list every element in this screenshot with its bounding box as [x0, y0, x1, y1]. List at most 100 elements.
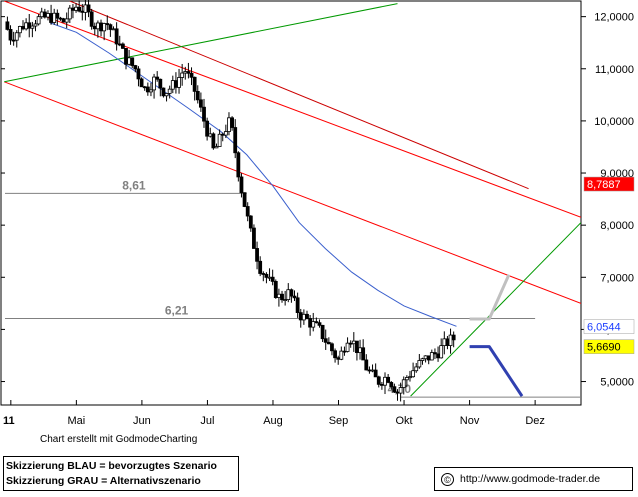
price-tag-label: 5,6690	[587, 342, 621, 354]
source-link[interactable]: © http://www.godmode-trader.de	[434, 467, 633, 491]
candle-body	[248, 215, 253, 229]
trendline-support-late	[410, 222, 581, 397]
candle-body	[448, 334, 453, 346]
candle-body	[330, 343, 334, 352]
candle-body	[158, 78, 163, 89]
trendline-channel-inner	[69, 1, 529, 190]
x-tick-label: Nov	[460, 415, 480, 427]
candle-body	[364, 359, 369, 371]
candle-body	[351, 340, 356, 345]
candle-body	[230, 117, 234, 128]
candle-body	[376, 376, 381, 385]
candle-body	[64, 18, 69, 23]
candle-body	[280, 293, 284, 301]
x-tick-label: Jun	[133, 415, 151, 427]
candle-body	[420, 358, 425, 361]
copyright-icon: ©	[441, 472, 454, 486]
x-tick-label: Mai	[68, 415, 86, 427]
candle-body	[451, 334, 456, 341]
candle-body	[252, 227, 256, 249]
candle-body	[30, 25, 35, 29]
candle-body	[389, 382, 394, 388]
price-tag-box	[583, 176, 635, 192]
candle-body	[245, 206, 250, 217]
candle-body	[295, 297, 300, 314]
x-tick-label: Aug	[263, 415, 283, 427]
candle-body	[442, 338, 447, 347]
candle-body	[142, 86, 147, 89]
candle-body	[264, 273, 269, 278]
candle-body	[33, 23, 38, 27]
candle-body	[52, 12, 57, 23]
candle-body	[392, 386, 397, 393]
candle-body	[308, 318, 313, 328]
legend-grey-text: Skizzierung GRAU = Alternativszenario	[6, 475, 201, 487]
candle-body	[342, 350, 347, 353]
candle-body	[205, 120, 210, 137]
y-tick-label: 7,0000	[600, 272, 634, 284]
candle-body	[433, 352, 437, 355]
candle-body	[286, 289, 291, 300]
level-label-8-61: 8,61	[122, 178, 146, 192]
candle-body	[105, 23, 110, 26]
candle-body	[71, 7, 75, 11]
candle-body	[108, 24, 113, 30]
candle-body	[8, 29, 13, 41]
y-tick-label: 5,0000	[600, 377, 634, 389]
candle-body	[339, 350, 344, 360]
candle-body	[320, 324, 325, 340]
x-tick-label: 11	[3, 415, 15, 427]
candle-body	[348, 342, 353, 345]
candle-body	[289, 289, 294, 297]
y-tick-label: 11,0000	[595, 64, 634, 76]
candle-body	[96, 22, 100, 30]
candle-body	[92, 25, 97, 30]
candle-body	[373, 369, 378, 378]
candle-body	[14, 32, 19, 41]
candle-body	[220, 133, 225, 136]
legend-blue-text: Skizzierung BLAU = bevorzugtes Szenario	[6, 460, 217, 472]
candle-body	[404, 377, 409, 381]
candle-body	[223, 131, 228, 136]
candle-body	[426, 355, 431, 361]
x-tick-label: Okt	[395, 415, 412, 427]
candle-body	[130, 57, 135, 66]
candle-body	[214, 146, 219, 149]
candle-body	[24, 22, 29, 30]
candle-body	[21, 26, 25, 30]
candle-body	[314, 321, 319, 324]
candle-body	[242, 192, 247, 207]
candle-body	[139, 78, 144, 88]
candle-body	[11, 39, 16, 42]
x-tick-label: Dez	[525, 415, 545, 427]
candle-body	[301, 313, 306, 321]
scenario-legend: Skizzierung BLAU = bevorzugtes Szenario …	[3, 456, 239, 491]
candle-body	[305, 313, 309, 319]
candle-body	[417, 360, 422, 368]
candle-body	[236, 152, 241, 178]
candle-body	[114, 28, 119, 45]
candle-body	[255, 248, 259, 262]
y-tick-label: 8,0000	[600, 220, 634, 232]
candle-body	[86, 4, 91, 13]
candle-body	[336, 357, 341, 360]
candle-body	[217, 133, 222, 147]
candle-body	[99, 22, 103, 32]
candle-body	[152, 76, 156, 91]
candle-body	[317, 322, 322, 326]
source-url[interactable]: http://www.godmode-trader.de	[460, 473, 601, 485]
candle-body	[195, 90, 200, 101]
candle-body	[77, 6, 82, 12]
candle-body	[261, 273, 266, 275]
x-tick-label: Jul	[200, 415, 214, 427]
scenario-grau	[469, 274, 511, 321]
candle-body	[174, 80, 178, 88]
candle-body	[170, 80, 175, 90]
candle-body	[111, 28, 116, 31]
candle-body	[273, 281, 278, 298]
candle-body	[120, 43, 125, 49]
trendline-support-early	[4, 3, 398, 83]
candle-body	[42, 11, 47, 18]
candle-body	[155, 76, 160, 80]
